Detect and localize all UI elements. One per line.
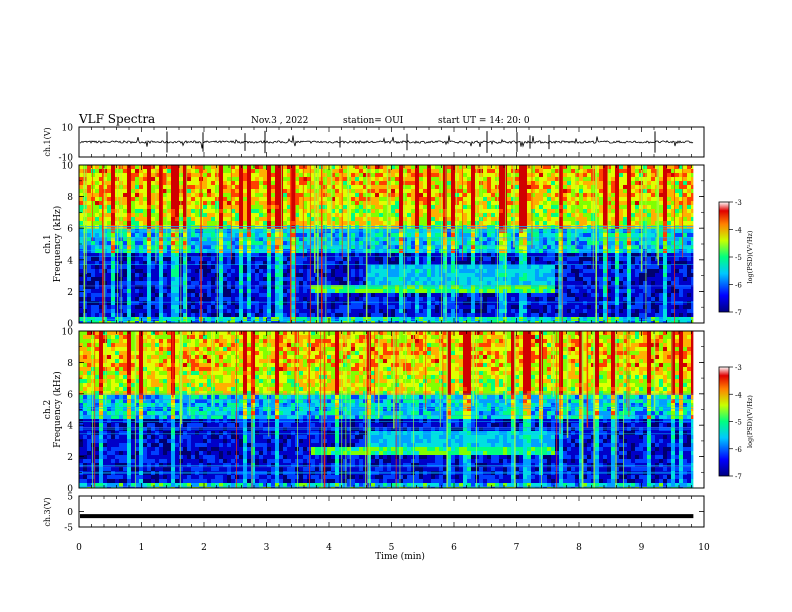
y-tick-label: 10 (62, 328, 74, 338)
colorbar-gradient (718, 201, 730, 313)
time-axis: 0 1 2 3 4 5 6 7 8 9 10 Time (min) (76, 543, 710, 562)
colorbar-label: log(PSD)(V²/Hz) (746, 395, 754, 448)
colorbar-tick-label: -4 (735, 227, 742, 235)
y-tick-label: 6 (67, 225, 73, 235)
colorbar-ch1: -3 -4 -5 -6 -7 log(PSD)(V²/Hz) (718, 199, 754, 317)
x-tick-label: 2 (201, 543, 207, 553)
colorbar-tick-label: -4 (735, 391, 742, 399)
colorbar-tick-label: -7 (735, 473, 742, 481)
x-axis-label: Time (min) (375, 551, 425, 562)
ch2-spectrogram-panel: 0 2 4 6 8 10 ch.2 Frequency (kHz) (43, 328, 705, 495)
x-tick-label: 3 (264, 543, 270, 553)
channel-label: ch.2 (43, 400, 53, 419)
x-tick-label: 4 (326, 543, 332, 553)
x-tick-label: 0 (76, 543, 82, 553)
y-tick-label: 0 (67, 320, 73, 330)
x-tick-label: 7 (514, 543, 520, 553)
colorbar-tick-label: -3 (735, 364, 742, 372)
y-tick-label: 4 (67, 422, 73, 432)
colorbar-tick-label: -3 (735, 199, 742, 207)
colorbar-tick-label: -6 (735, 446, 742, 454)
colorbar-tick-label: -6 (735, 282, 742, 290)
colorbar-gradient (718, 366, 730, 477)
y-tick-label: 4 (67, 256, 73, 266)
figure-title: VLF Spectra (78, 112, 155, 126)
y-tick-label: 5 (67, 493, 73, 503)
y-tick-label: 0 (67, 485, 73, 495)
x-tick-label: 1 (139, 543, 145, 553)
ch1-waveform-line (79, 135, 694, 149)
colorbar-tick-label: -7 (735, 309, 742, 317)
colorbar-label: log(PSD)(V²/Hz) (746, 230, 754, 283)
start-time-label: start UT = 14: 20: 0 (438, 116, 530, 126)
x-tick-label: 6 (451, 543, 457, 553)
ch3-signal-panel: 5 0 -5 ch.3(V) (43, 493, 705, 534)
y-tick-label: -5 (64, 524, 73, 534)
y-tick-label: 2 (67, 453, 73, 463)
y-tick-label: 0 (67, 508, 73, 518)
channel-label: ch.1 (43, 234, 53, 253)
ch1-spectrogram-panel: 0 2 4 6 8 10 ch.1 Frequency (kHz) (43, 162, 705, 330)
frequency-axis-label: Frequency (kHz) (52, 371, 63, 448)
x-tick-label: 5 (389, 543, 395, 553)
ch3-ylabel: ch.3(V) (43, 497, 52, 526)
ch1-waveform-panel: 10 -10 ch.1(V) (43, 124, 705, 164)
ch1-ylabel: ch.1(V) (43, 127, 52, 156)
frequency-axis-label: Frequency (kHz) (52, 206, 63, 283)
date-label: Nov.3 , 2022 (251, 116, 308, 126)
x-tick-label: 9 (639, 543, 645, 553)
x-tick-label: 8 (576, 543, 582, 553)
colorbar-ch2: -3 -4 -5 -6 -7 log(PSD)(V²/Hz) (718, 364, 754, 481)
colorbar-tick-label: -5 (735, 419, 742, 427)
x-tick-label: 10 (698, 543, 710, 553)
y-tick-label: -10 (59, 154, 74, 164)
station-label: station= OUI (343, 116, 404, 126)
y-tick-label: 8 (67, 193, 73, 203)
y-tick-label: 10 (62, 124, 74, 134)
y-tick-label: 2 (67, 288, 73, 298)
colorbar-tick-label: -5 (735, 254, 742, 262)
y-tick-label: 6 (67, 390, 73, 400)
y-tick-label: 10 (62, 162, 74, 172)
y-tick-label: 8 (67, 359, 73, 369)
